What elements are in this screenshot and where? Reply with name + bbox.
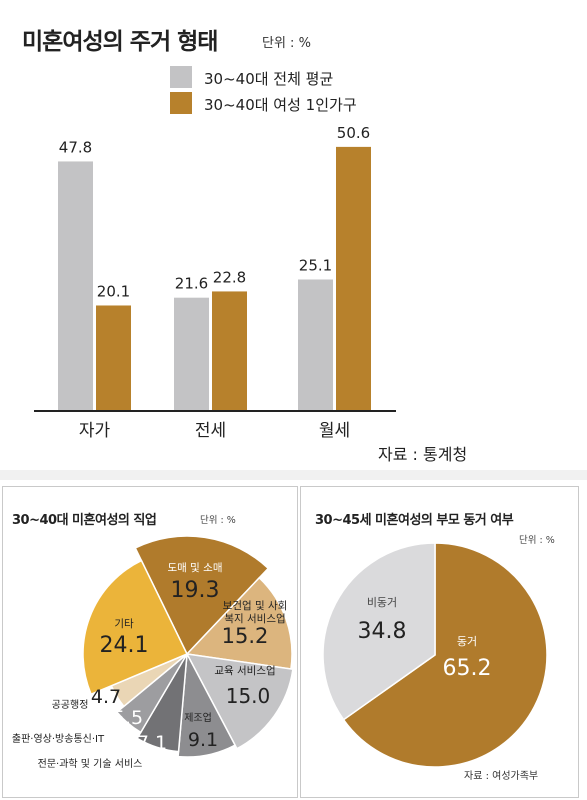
occupation-slice-name: 전문·과학 및 기술 서비스 bbox=[38, 758, 143, 770]
bar-value-label: 50.6 bbox=[337, 124, 370, 142]
bar-value-label: 22.8 bbox=[213, 268, 246, 286]
occupation-slice-name: 공공행정 bbox=[52, 699, 89, 711]
occupation-slice bbox=[136, 653, 188, 753]
occupation-slice-name: 출판·영상·방송통신·IT bbox=[12, 733, 105, 745]
occupation-slice-name: 기타 bbox=[114, 618, 134, 630]
occupation-slice bbox=[185, 576, 293, 670]
legend-swatch-average bbox=[170, 66, 192, 88]
legend-swatch-single bbox=[170, 92, 192, 114]
occupation-slice-value: 5.5 bbox=[113, 707, 143, 729]
cohabitation-chart-unit: 단위 : % bbox=[519, 535, 555, 546]
occupation-slice bbox=[134, 535, 270, 656]
legend-label-average: 30~40대 전체 평균 bbox=[204, 70, 334, 88]
bar-전세-single bbox=[212, 291, 247, 410]
occupation-slice bbox=[115, 653, 188, 734]
bar-category-label: 전세 bbox=[195, 421, 226, 441]
occupation-slice bbox=[177, 651, 237, 758]
cohabitation-slice bbox=[342, 542, 548, 768]
bar-value-label: 21.6 bbox=[175, 275, 208, 293]
occupation-slice-name: 보건업 및 사회 bbox=[223, 599, 288, 612]
cohabitation-slice-name: 비동거 bbox=[367, 596, 397, 609]
occupation-slice-value: 7.1 bbox=[137, 732, 167, 754]
bar-chart-title: 미혼여성의 주거 형태 bbox=[22, 29, 218, 55]
section-divider bbox=[0, 470, 587, 480]
occupation-slice-name: 도매 및 소매 bbox=[168, 562, 223, 574]
occupation-slice-name: 복지 서비스업 bbox=[224, 612, 285, 625]
occupation-slice-name: 제조업 bbox=[184, 711, 212, 724]
occupation-slice-value: 15.2 bbox=[222, 624, 269, 648]
cohabitation-chart-title: 30~45세 미혼여성의 부모 동거 여부 bbox=[315, 513, 514, 528]
occupation-slice-value: 24.1 bbox=[100, 633, 149, 658]
bar-value-label: 20.1 bbox=[97, 282, 130, 300]
occupation-slice-value: 9.1 bbox=[188, 729, 218, 751]
cohabitation-slice-value: 34.8 bbox=[358, 619, 407, 644]
occupation-slice-value: 4.7 bbox=[91, 686, 121, 708]
bar-chart: 47.8 20.1 21.6 22.8 25.1 50.6 자가 전세 월세 bbox=[34, 124, 396, 441]
occupation-slice bbox=[185, 653, 294, 750]
bar-월세-average bbox=[298, 279, 333, 410]
occupation-slice-value: 15.0 bbox=[226, 684, 271, 708]
bar-category-label: 자가 bbox=[79, 421, 111, 441]
cohabitation-slice-name: 동거 bbox=[457, 635, 477, 648]
occupation-slice-value: 19.3 bbox=[171, 578, 220, 603]
bar-자가-single bbox=[96, 305, 131, 410]
occupation-chart-title: 30~40대 미혼여성의 직업 bbox=[12, 513, 157, 528]
bar-전세-average bbox=[174, 297, 209, 410]
bar-월세-single bbox=[336, 146, 371, 410]
cohabitation-slice bbox=[322, 542, 436, 721]
bar-value-label: 47.8 bbox=[59, 138, 92, 156]
bar-category-label: 월세 bbox=[319, 421, 350, 441]
legend-label-single: 30~40대 여성 1인가구 bbox=[204, 96, 357, 114]
occupation-chart-unit: 단위 : % bbox=[200, 515, 236, 526]
bar-chart-source: 자료 : 통계청 bbox=[378, 445, 468, 464]
occupation-slice bbox=[82, 559, 189, 696]
cohabitation-pie: 동거 65.2 비동거 34.8 bbox=[322, 542, 548, 768]
bar-value-label: 25.1 bbox=[299, 256, 332, 274]
bar-자가-average bbox=[58, 161, 93, 410]
occupation-slice-name: 교육 서비스업 bbox=[214, 664, 275, 677]
cohabitation-slice-value: 65.2 bbox=[443, 656, 492, 681]
bar-chart-unit: 단위 : % bbox=[262, 36, 311, 51]
cohabitation-chart-source: 자료 : 여성가족부 bbox=[464, 771, 539, 782]
